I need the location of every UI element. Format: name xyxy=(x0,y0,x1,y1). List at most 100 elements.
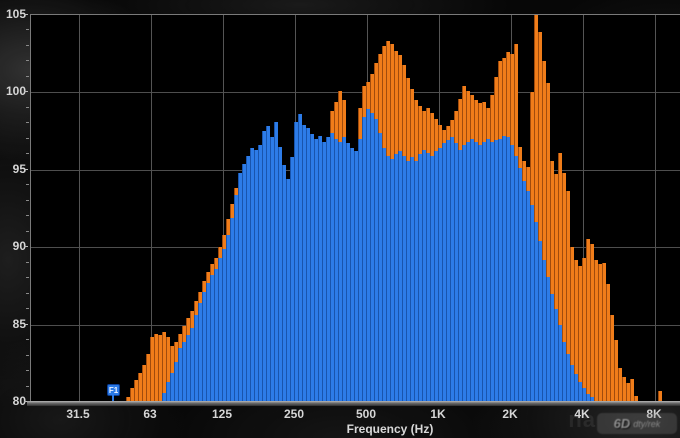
blue-spectrum-bar xyxy=(458,150,462,402)
orange-spectrum-bar xyxy=(138,373,142,402)
blue-spectrum-bar xyxy=(298,114,302,402)
blue-spectrum-bar xyxy=(166,382,170,402)
blue-spectrum-bar xyxy=(362,117,366,402)
blue-spectrum-bar xyxy=(394,154,398,402)
blue-spectrum-bar xyxy=(538,241,542,402)
blue-spectrum-bar xyxy=(322,142,326,402)
orange-spectrum-bar xyxy=(562,173,566,402)
orange-spectrum-bar xyxy=(546,83,550,402)
blue-spectrum-bar xyxy=(262,131,266,402)
orange-spectrum-bar xyxy=(586,239,590,402)
blue-spectrum-bar xyxy=(314,139,318,402)
orange-spectrum-bar xyxy=(130,388,134,402)
blue-spectrum-bar xyxy=(218,258,222,402)
blue-spectrum-bar xyxy=(462,145,466,402)
y-tick-minor xyxy=(26,29,29,30)
blue-spectrum-bar xyxy=(358,139,362,402)
blue-spectrum-bar xyxy=(546,277,550,402)
orange-spectrum-bar xyxy=(566,191,570,402)
blue-spectrum-bar xyxy=(442,143,446,402)
blue-spectrum-bar xyxy=(422,150,426,402)
marker-f1-stem xyxy=(112,395,114,402)
blue-spectrum-bar xyxy=(270,137,274,402)
y-tick-minor xyxy=(26,262,29,263)
orange-spectrum-bar xyxy=(630,379,634,402)
y-tick-minor xyxy=(26,122,29,123)
orange-spectrum-bar xyxy=(146,354,150,402)
gridline-v-31.5 xyxy=(79,15,80,402)
marker-f1-label: F1 xyxy=(108,386,119,395)
y-tick-major xyxy=(24,401,28,402)
orange-spectrum-bar xyxy=(158,335,162,402)
orange-spectrum-bar xyxy=(534,15,538,402)
blue-spectrum-bar xyxy=(590,397,594,402)
blue-spectrum-bar xyxy=(254,150,258,402)
orange-spectrum-bar xyxy=(126,397,130,402)
orange-spectrum-bar xyxy=(606,284,610,402)
y-tick-label-100: 100 xyxy=(5,84,26,98)
blue-spectrum-bar xyxy=(530,205,534,402)
blue-spectrum-bar xyxy=(334,139,338,402)
blue-spectrum-bar xyxy=(562,342,566,402)
orange-spectrum-bar xyxy=(578,266,582,402)
orange-spectrum-bar xyxy=(618,368,622,402)
marker-f1-flag[interactable]: F1 xyxy=(107,384,120,402)
blue-spectrum-bar xyxy=(238,173,242,402)
gridline-v-125 xyxy=(223,15,224,402)
blue-spectrum-bar xyxy=(526,191,530,402)
blue-spectrum-bar xyxy=(474,142,478,402)
x-tick-label-8K: 8K xyxy=(646,407,662,421)
blue-spectrum-bar xyxy=(290,157,294,402)
y-tick-major xyxy=(24,169,28,170)
gridline-v-8K xyxy=(655,15,656,402)
blue-spectrum-bar xyxy=(578,382,582,402)
orange-spectrum-bar xyxy=(550,161,554,402)
blue-spectrum-bar xyxy=(450,137,454,402)
blue-spectrum-bar xyxy=(306,128,310,402)
blue-spectrum-bar xyxy=(550,294,554,402)
orange-spectrum-bar xyxy=(582,258,586,402)
blue-spectrum-bar xyxy=(486,139,490,402)
blue-spectrum-bar xyxy=(278,147,282,402)
blue-spectrum-bar xyxy=(350,148,354,402)
blue-spectrum-bar xyxy=(198,303,202,402)
blue-spectrum-bar xyxy=(554,309,558,402)
orange-spectrum-bar xyxy=(542,61,546,402)
y-tick-minor xyxy=(26,339,29,340)
plot-area: F1 xyxy=(30,14,680,402)
blue-spectrum-bar xyxy=(250,148,254,402)
orange-spectrum-bar xyxy=(598,264,602,402)
y-tick-minor xyxy=(26,107,29,108)
blue-spectrum-bar xyxy=(286,179,290,402)
x-tick-label-500: 500 xyxy=(355,407,377,421)
blue-spectrum-bar xyxy=(162,393,166,402)
blue-spectrum-bar xyxy=(222,249,226,402)
blue-spectrum-bar xyxy=(274,122,278,402)
watermark-text: dty/rek xyxy=(633,418,661,429)
x-tick-label-4K: 4K xyxy=(574,407,590,421)
orange-spectrum-bar xyxy=(134,380,138,402)
blue-spectrum-bar xyxy=(378,133,382,402)
blue-spectrum-bar xyxy=(230,218,234,402)
blue-spectrum-bar xyxy=(382,148,386,402)
blue-spectrum-bar xyxy=(346,143,350,402)
y-tick-minor xyxy=(26,355,29,356)
blue-spectrum-bar xyxy=(294,122,298,402)
blue-spectrum-bar xyxy=(398,151,402,402)
blue-spectrum-bar xyxy=(402,156,406,402)
blue-spectrum-bar xyxy=(438,148,442,402)
blue-spectrum-bar xyxy=(170,373,174,402)
y-tick-minor xyxy=(26,138,29,139)
orange-spectrum-bar xyxy=(594,260,598,402)
orange-spectrum-bar xyxy=(602,263,606,402)
y-tick-minor xyxy=(26,370,29,371)
blue-spectrum-bar xyxy=(174,362,178,402)
y-tick-minor xyxy=(26,200,29,201)
gridline-h-100 xyxy=(31,92,680,93)
blue-spectrum-bar xyxy=(190,328,194,402)
y-tick-major xyxy=(24,324,28,325)
blue-spectrum-bar xyxy=(354,151,358,402)
blue-spectrum-bar xyxy=(410,157,414,402)
blue-spectrum-bar xyxy=(406,161,410,402)
blue-spectrum-bar xyxy=(366,109,370,402)
